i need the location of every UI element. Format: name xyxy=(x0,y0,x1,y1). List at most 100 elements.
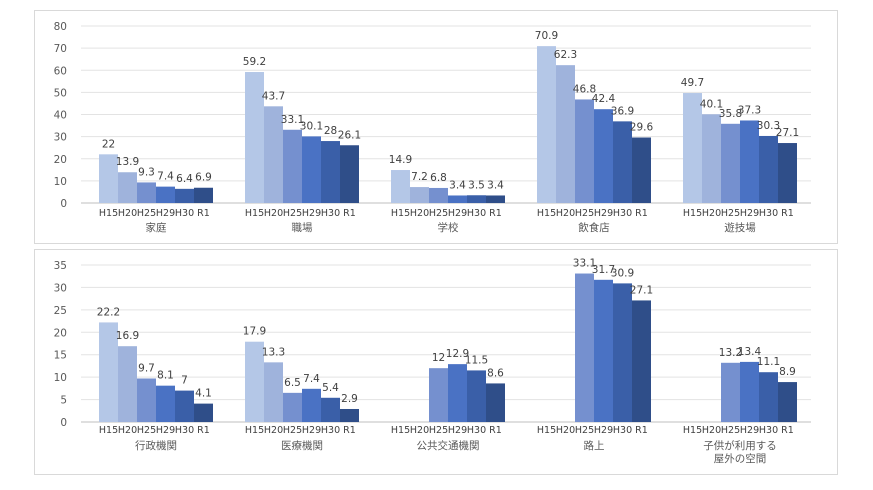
data-label: 4.1 xyxy=(195,388,212,400)
y-tick-label: 35 xyxy=(54,260,67,272)
bar xyxy=(118,172,137,203)
bar xyxy=(340,408,359,422)
data-label: 7.4 xyxy=(303,373,320,385)
bar xyxy=(632,300,651,422)
bar xyxy=(175,188,194,203)
data-label: 5.4 xyxy=(322,382,339,394)
bar xyxy=(759,135,778,203)
y-tick-label: 10 xyxy=(54,176,67,188)
data-label: 9.7 xyxy=(138,362,155,374)
x-tick-label: R1 xyxy=(343,208,356,219)
bar-chart-bottom: 0 5 10 15 20 25 30 35 H15 22.2 H20 16.9 H25 9.7 H29 8.1… xyxy=(54,258,811,465)
x-tick-label: H30 xyxy=(321,208,340,219)
x-tick-label: H15 xyxy=(99,425,118,436)
bar xyxy=(486,383,505,422)
bar xyxy=(721,362,740,422)
bar xyxy=(321,397,340,422)
chart-panel-bottom: 0 5 10 15 20 25 30 35 H15 22.2 H20 16.9 H25 9.7 H29 8.1… xyxy=(34,249,838,475)
x-tick-label: H30 xyxy=(175,208,194,219)
data-label: 36.9 xyxy=(611,105,634,117)
y-tick-label: 30 xyxy=(54,132,67,144)
x-tick-label: H15 xyxy=(537,208,556,219)
category-label: 行政機関 xyxy=(135,439,177,452)
data-label: 26.1 xyxy=(338,129,361,141)
x-tick-label: H15 xyxy=(391,208,410,219)
data-label: 17.9 xyxy=(243,326,266,338)
y-tick-label: 20 xyxy=(54,154,67,166)
y-tick-label: 10 xyxy=(54,372,67,384)
bar xyxy=(175,390,194,422)
bar xyxy=(778,143,797,203)
y-tick-label: 70 xyxy=(54,43,67,55)
bar xyxy=(118,346,137,422)
data-label: 43.7 xyxy=(262,90,285,102)
data-label: 13.9 xyxy=(116,156,139,168)
bar xyxy=(137,378,156,422)
category-label: 遊技場 xyxy=(724,221,756,234)
bar xyxy=(486,195,505,203)
data-label: 6.5 xyxy=(284,377,301,389)
bar xyxy=(391,170,410,203)
x-tick-label: R1 xyxy=(197,208,210,219)
bar xyxy=(429,368,448,422)
x-tick-label: H30 xyxy=(613,208,632,219)
x-tick-label: H20 xyxy=(118,425,137,436)
data-label: 7 xyxy=(181,375,188,387)
bar xyxy=(245,72,264,203)
bar xyxy=(194,187,213,203)
data-label: 8.6 xyxy=(487,367,504,379)
x-tick-label: H29 xyxy=(594,208,613,219)
data-label: 16.9 xyxy=(116,330,139,342)
bar-chart-top: 0 10 20 30 40 50 60 70 80 H15 22 H20 13.9 H25 9.3 H29 7.… xyxy=(54,21,811,234)
data-label: 30.9 xyxy=(611,267,634,279)
x-tick-label: H30 xyxy=(467,425,486,436)
x-tick-label: H20 xyxy=(702,425,721,436)
bar xyxy=(594,109,613,203)
bar xyxy=(156,385,175,422)
bar xyxy=(429,187,448,203)
x-tick-label: R1 xyxy=(781,425,794,436)
data-label: 29.6 xyxy=(630,122,654,134)
x-tick-label: H25 xyxy=(721,208,740,219)
bar xyxy=(448,195,467,203)
data-label: 35.8 xyxy=(719,108,742,120)
x-tick-label: H20 xyxy=(702,208,721,219)
category-label: 家庭 xyxy=(146,221,167,234)
data-label: 8.9 xyxy=(779,366,796,378)
data-label: 22 xyxy=(102,138,115,150)
bar xyxy=(245,341,264,422)
y-tick-label: 15 xyxy=(54,350,67,362)
x-tick-label: H20 xyxy=(264,208,283,219)
x-tick-label: H29 xyxy=(740,208,759,219)
bar xyxy=(683,93,702,203)
x-tick-label: H30 xyxy=(175,425,194,436)
x-tick-label: H15 xyxy=(99,208,118,219)
bar xyxy=(137,182,156,203)
x-tick-label: H29 xyxy=(156,208,175,219)
bar xyxy=(575,273,594,422)
bar xyxy=(283,129,302,203)
x-tick-label: H15 xyxy=(537,425,556,436)
x-tick-label: H30 xyxy=(759,425,778,436)
bar xyxy=(537,46,556,203)
bar xyxy=(340,145,359,203)
data-label: 46.8 xyxy=(573,83,596,95)
x-tick-label: R1 xyxy=(489,208,502,219)
data-label: 13.3 xyxy=(262,346,285,358)
data-label: 6.8 xyxy=(430,172,447,184)
y-tick-label: 20 xyxy=(54,327,67,339)
y-tick-label: 5 xyxy=(60,395,67,407)
data-label: 13.2 xyxy=(719,347,742,359)
category-label: 子供が利用する xyxy=(703,439,777,452)
bar xyxy=(702,114,721,203)
x-tick-label: H20 xyxy=(410,425,429,436)
bar xyxy=(467,370,486,422)
x-tick-label: R1 xyxy=(489,425,502,436)
data-label: 40.1 xyxy=(700,98,723,110)
data-label: 7.2 xyxy=(411,171,428,183)
category-label: 路上 xyxy=(584,439,605,452)
bar xyxy=(302,136,321,203)
data-label: 6.9 xyxy=(195,172,212,184)
data-label: 27.1 xyxy=(776,127,799,139)
data-label: 31.7 xyxy=(592,264,615,276)
